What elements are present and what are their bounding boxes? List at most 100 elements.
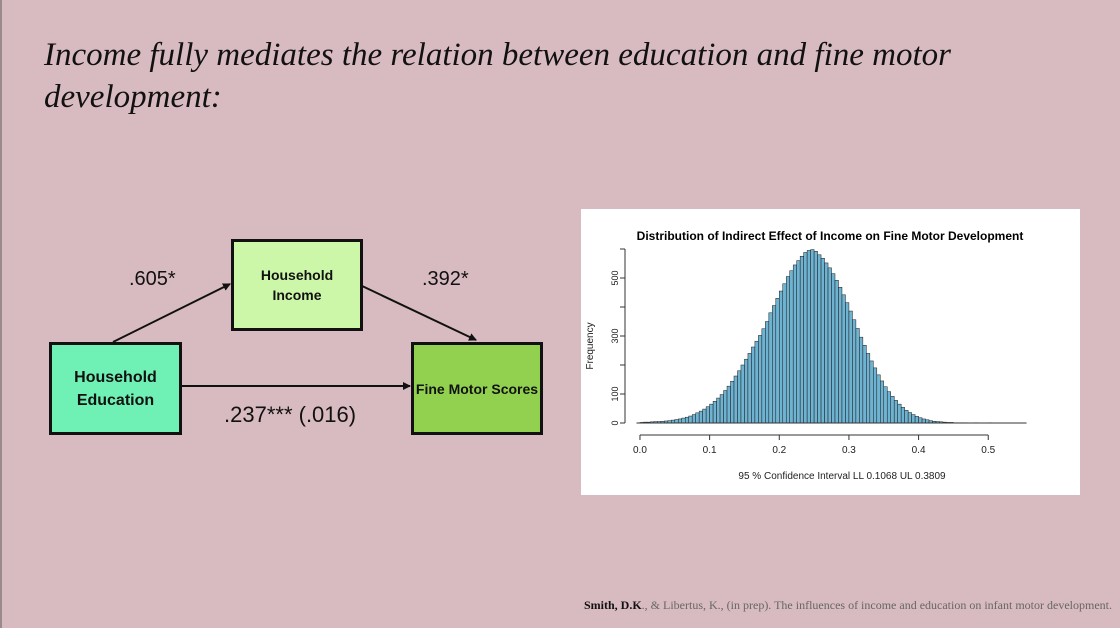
coef-education-to-motor: .237*** (.016) <box>224 402 357 427</box>
y-tick-label: 500 <box>610 270 620 285</box>
x-tick-label: 0.1 <box>703 445 717 456</box>
histogram-bar <box>862 345 867 424</box>
histogram-bar <box>709 403 714 424</box>
histogram-bar <box>684 416 689 424</box>
histogram-bar <box>681 417 686 424</box>
histogram-bar <box>810 249 815 424</box>
y-axis-label: Frequency <box>585 322 596 369</box>
histogram-bar <box>674 419 679 424</box>
histogram-bar <box>855 328 860 424</box>
histogram-bar <box>678 418 683 424</box>
histogram-bar <box>873 367 878 424</box>
histogram-bar <box>869 360 874 424</box>
x-tick-label: 0.0 <box>633 445 647 456</box>
histogram-bar <box>921 418 926 424</box>
histogram-bar <box>747 353 752 424</box>
histogram-bar <box>772 305 777 424</box>
node-household-education: Household Education <box>49 342 182 435</box>
histogram-bar <box>695 412 700 424</box>
node-fine-motor-scores: Fine Motor Scores <box>411 342 543 435</box>
node-household-income-line1: Household <box>260 267 334 283</box>
histogram-bar <box>803 252 808 424</box>
x-tick-label: 0.4 <box>912 445 926 456</box>
histogram-bar <box>796 260 801 424</box>
histogram-bar <box>733 375 738 424</box>
histogram-bar <box>907 412 912 424</box>
histogram-bar <box>779 290 784 424</box>
histogram-bar <box>918 417 923 424</box>
histogram-bar <box>824 262 829 424</box>
histogram-bar <box>782 283 787 424</box>
histogram-bar <box>719 394 724 424</box>
histogram-panel: Distribution of Indirect Effect of Incom… <box>581 209 1080 495</box>
histogram-bar <box>897 403 902 424</box>
histogram-bar <box>730 380 735 424</box>
histogram-bar <box>768 312 773 424</box>
citation-authors: Smith, D.K <box>583 598 642 612</box>
node-household-income: Household Income <box>231 239 363 331</box>
histogram-bar <box>900 407 905 424</box>
x-tick-label: 0.2 <box>772 445 786 456</box>
histogram-bar <box>789 270 794 424</box>
histogram-bar <box>904 409 909 424</box>
histogram-bar <box>737 370 742 424</box>
node-household-education-line2: Education <box>76 391 155 409</box>
histogram-bar <box>726 385 731 424</box>
histogram-bar <box>827 267 832 424</box>
histogram-chart: Distribution of Indirect Effect of Incom… <box>585 229 1027 482</box>
histogram-bar <box>883 386 888 424</box>
node-household-education-line1: Household <box>74 368 157 386</box>
histogram-bar <box>740 364 745 424</box>
y-tick-label: 0 <box>610 420 620 425</box>
histogram-bar <box>758 335 763 424</box>
histogram-bar <box>792 264 797 424</box>
histogram-bar <box>806 250 811 424</box>
histogram-bar <box>841 294 846 424</box>
histogram-bar <box>712 401 717 424</box>
node-fine-motor-scores-label: Fine Motor Scores <box>415 380 539 397</box>
arrow-income-to-motor <box>359 284 477 341</box>
citation: Smith, D.K., & Libertus, K., (in prep). … <box>584 598 1112 613</box>
histogram-bar <box>716 397 721 424</box>
histogram-bar <box>911 414 916 424</box>
histogram-bar <box>848 310 853 424</box>
histogram-bar <box>744 358 749 424</box>
node-household-income-line2: Income <box>272 287 322 303</box>
histogram-bar <box>852 319 857 424</box>
histogram-bar <box>817 254 822 424</box>
histogram-bar <box>886 391 891 424</box>
x-tick-label: 0.5 <box>981 445 995 456</box>
histogram-bar <box>751 346 756 424</box>
histogram-bar <box>688 415 693 424</box>
histogram-bar <box>876 374 881 424</box>
y-tick-label: 300 <box>610 328 620 343</box>
histogram-bar <box>831 273 836 424</box>
chart-title: Distribution of Indirect Effect of Incom… <box>637 229 1024 243</box>
histogram-bar <box>761 328 766 424</box>
histogram-bar <box>705 406 710 424</box>
citation-rest: ., & Libertus, K., (in prep). The influe… <box>641 598 1112 612</box>
histogram-bar <box>820 258 825 424</box>
slide-title: Income fully mediates the relation betwe… <box>44 37 951 115</box>
histogram-bar <box>866 353 871 424</box>
histogram-bar <box>799 256 804 424</box>
histogram-bar <box>859 336 864 424</box>
histogram-bar <box>702 408 707 424</box>
x-axis-label: 95 % Confidence Interval LL 0.1068 UL 0.… <box>738 471 946 482</box>
histogram-bar <box>914 416 919 424</box>
histogram-bar <box>754 340 759 424</box>
coef-income-to-motor: .392* <box>422 268 469 290</box>
histogram-bar <box>698 410 703 424</box>
histogram-bar <box>813 251 818 424</box>
histogram-bar <box>893 400 898 424</box>
histogram-bar <box>834 280 839 424</box>
x-tick-label: 0.3 <box>842 445 856 456</box>
coef-education-to-income: .605* <box>129 268 176 290</box>
histogram-bar <box>723 390 728 424</box>
histogram-bar <box>691 414 696 424</box>
histogram-bar <box>775 298 780 424</box>
arrow-education-to-income <box>112 283 231 343</box>
histogram-bar <box>785 276 790 424</box>
histogram-bar <box>880 380 885 424</box>
mediation-arrows <box>112 283 477 390</box>
